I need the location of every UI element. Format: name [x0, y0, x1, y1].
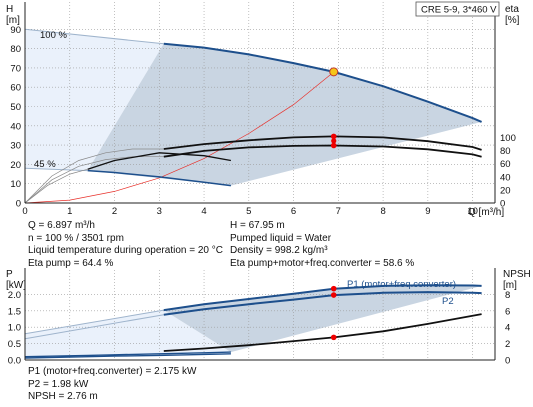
y2-tick-label: 2 — [505, 339, 510, 350]
y2-tick-label: 8 — [505, 290, 510, 301]
curve-45 — [87, 169, 231, 187]
eta-total-readout: Eta pump+motor+freq.converter = 58.6 % — [230, 257, 415, 269]
power-npsh-chart: 0.0 0.5 1.0 1.5 2.0 0 2 4 6 8 P [kW] NPSH [m] P1 … — [6, 268, 531, 367]
y2-axis-label-line1: NPSH — [503, 269, 531, 280]
x-tick-label: 9 — [425, 206, 430, 217]
speed-label-100: 100 % — [40, 30, 67, 41]
x-axis-label: Q [m³/h] — [468, 207, 504, 218]
x-tick-label: 2 — [112, 206, 117, 217]
eta-pump-marker — [330, 133, 337, 140]
x-tick-label: 7 — [336, 206, 341, 217]
y-tick-label: 10 — [10, 179, 21, 190]
y2-tick-label: 40 — [500, 172, 511, 183]
duty-point-marker — [329, 67, 339, 77]
series-label-p2: P2 — [442, 296, 454, 307]
y2-tick-label: 60 — [500, 159, 511, 170]
y2-tick-label: 20 — [500, 185, 511, 196]
temperature-readout: Liquid temperature during operation = 20… — [28, 245, 223, 256]
y-tick-label: 2.0 — [8, 290, 21, 301]
flow-readout: Q = 6.897 m³/h — [28, 220, 95, 231]
eta-low-flow-curve — [24, 168, 88, 204]
system-curve — [24, 71, 335, 204]
y2-tick-label: 0 — [500, 199, 505, 210]
operating-area — [25, 285, 482, 357]
y-axis-label-line1: H — [6, 4, 13, 15]
operating-range-area — [163, 285, 482, 353]
model-label: CRE 5-9, 3*460 V — [421, 5, 497, 16]
y2-axis-label-line2: [m] — [503, 280, 517, 291]
operating-area — [25, 29, 482, 186]
p2-readout: P2 = 1.98 kW — [28, 378, 89, 390]
npsh-curve — [163, 313, 482, 352]
y2-tick-label: 6 — [505, 306, 510, 317]
tick-labels: 0 1 2 3 4 5 6 7 8 9 100102030405060708090020406080… — [10, 25, 515, 217]
head-flow-chart: 0 1 2 3 4 5 6 7 8 9 100102030405060708090020406080… — [6, 1, 520, 218]
y2-tick-label: 100 — [500, 133, 516, 144]
eta-low-flow-curve — [24, 148, 164, 204]
y-tick-label: 1.0 — [8, 323, 21, 334]
y-tick-label: 0 — [16, 199, 21, 210]
p2-45-curve — [24, 353, 231, 359]
y-tick-label: 90 — [10, 25, 21, 36]
head-readout: H = 67.95 m — [230, 220, 285, 231]
power-info: P1 (motor+freq.converter) = 2.175 kW P2 … — [28, 366, 196, 404]
y-tick-label: 60 — [10, 83, 21, 94]
eta-pump-readout: Eta pump = 64.4 % — [28, 257, 114, 269]
y-tick-label: 80 — [10, 44, 21, 55]
y-tick-label: 1.5 — [8, 306, 21, 317]
density-readout: Density = 998.2 kg/m³ — [230, 245, 328, 256]
low-flow-area — [25, 310, 231, 357]
liquid-readout: Pumped liquid = Water — [230, 232, 332, 244]
y-axis-label-line2: [m] — [6, 15, 20, 26]
x-tick-label: 1 — [67, 206, 72, 217]
x-tick-label: 0 — [22, 206, 27, 217]
y-axis-label-line1: P — [6, 269, 13, 280]
y-tick-label: 0.5 — [8, 339, 21, 350]
y-tick-label: 0.0 — [8, 356, 21, 367]
speed-label-45: 45 % — [34, 159, 56, 170]
y2-axis-label-line2: [%] — [505, 15, 520, 26]
x-tick-label: 8 — [380, 206, 385, 217]
series-label-p1: P1 (motor+freq.converter) — [347, 279, 456, 290]
p2-low-flow — [24, 314, 164, 340]
curve-100-low-flow — [24, 28, 164, 45]
p1-readout: P1 (motor+freq.converter) = 2.175 kW — [28, 366, 197, 377]
model-label-box: CRE 5-9, 3*460 V — [415, 1, 500, 17]
speed-readout: n = 100 % / 3501 rpm — [28, 232, 124, 244]
curve-45-low-flow — [24, 167, 88, 172]
operating-info-right: H = 67.95 m Pumped liquid = Water Densit… — [230, 220, 414, 270]
x-tick-label: 5 — [246, 206, 251, 217]
p1-low-flow — [24, 309, 164, 335]
eta-total-marker — [330, 142, 337, 149]
p2-marker — [330, 292, 337, 298]
y-tick-label: 70 — [10, 63, 21, 74]
y2-tick-label: 4 — [505, 323, 510, 334]
x-tick-label: 6 — [291, 206, 296, 217]
eta-mid-marker — [331, 138, 337, 144]
x-tick-label: 3 — [157, 206, 162, 217]
low-flow-area — [25, 29, 164, 171]
eta-45-curve — [87, 152, 232, 170]
p1-45-curve — [24, 351, 231, 358]
grid — [25, 2, 495, 203]
y-axis-label-line2: [kW] — [6, 280, 26, 291]
y-tick-label: 50 — [10, 102, 21, 113]
x-tick-label: 10 — [467, 206, 478, 217]
npsh-marker — [330, 334, 337, 341]
npsh-readout: NPSH = 2.76 m — [28, 391, 98, 402]
y-tick-label: 40 — [10, 121, 21, 132]
operating-range-area — [87, 43, 482, 186]
curves — [24, 284, 482, 359]
y2-tick-label: 80 — [500, 146, 511, 157]
operating-info-left: Q = 6.897 m³/h n = 100 % / 3501 rpm Liqu… — [28, 220, 223, 270]
y-tick-label: 30 — [10, 141, 21, 152]
y-tick-label: 20 — [10, 160, 21, 171]
curves — [24, 28, 482, 204]
x-tick-label: 4 — [201, 206, 206, 217]
tick-labels: 0.0 0.5 1.0 1.5 2.0 0 2 4 6 8 — [8, 290, 511, 367]
y2-axis-label-line1: eta — [505, 4, 519, 15]
p1-marker — [330, 285, 337, 292]
y2-tick-label: 0 — [505, 356, 510, 367]
